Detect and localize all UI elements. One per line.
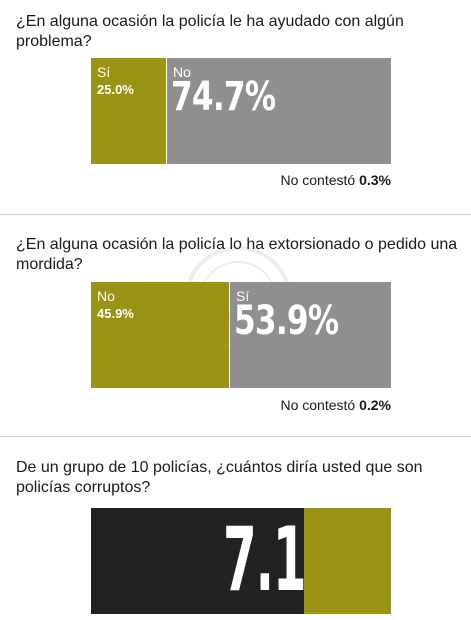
score-fill [91,508,304,614]
score-box: 7.1 [91,508,391,614]
no-answer-1: No contestó 0.3% [280,172,391,188]
stacked-bar-1: Sí 25.0% No 74.7% [91,58,391,164]
divider [0,214,471,215]
segment-label-no: No [97,288,115,304]
no-answer-label: No contestó [280,172,356,188]
bar-segment-no: No 45.9% [91,282,229,388]
segment-value-no: 74.7% [171,74,276,120]
segment-value-yes: 25.0% [97,82,134,97]
segment-value-yes: 53.9% [234,298,339,344]
question-1-text: ¿En alguna ocasión la policía le ha ayud… [16,13,404,50]
question-2-text: ¿En alguna ocasión la policía lo ha exto… [16,236,458,273]
segment-label-no: No [173,64,191,80]
score-value: 7.1 [223,508,307,611]
no-answer-value: 0.2% [359,397,391,413]
bar-segment-no: No 74.7% [167,58,391,164]
segment-value-no: 45.9% [97,306,134,321]
score-remainder [304,508,391,614]
no-answer-value: 0.3% [359,172,391,188]
segment-label-yes: Sí [97,64,111,80]
divider [0,436,471,437]
stacked-bar-2: No 45.9% Sí 53.9% [91,282,391,388]
no-answer-label: No contestó [280,397,356,413]
segment-label-yes: Sí [236,288,250,304]
bar-segment-yes: Sí 53.9% [230,282,391,388]
no-answer-2: No contestó 0.2% [280,397,391,413]
bar-segment-yes: Sí 25.0% [91,58,166,164]
question-3-text: De un grupo de 10 policías, ¿cuántos dir… [16,459,423,496]
